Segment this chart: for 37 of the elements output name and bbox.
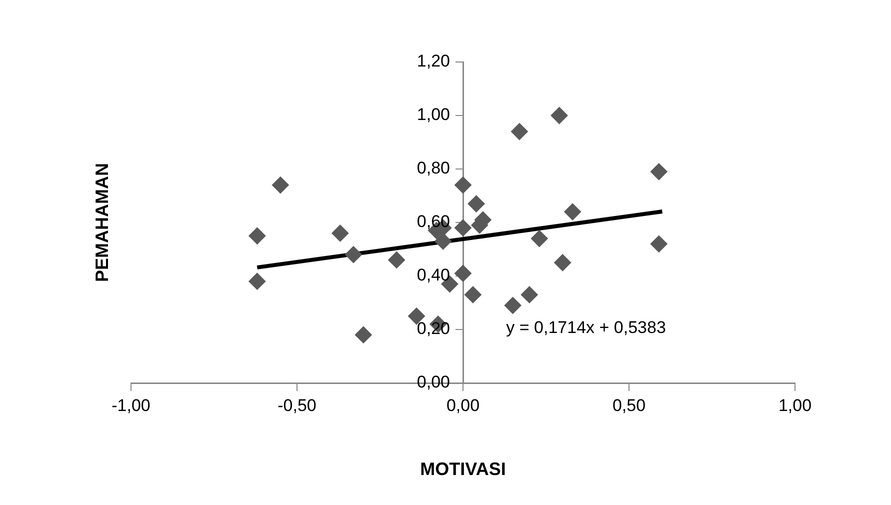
point	[388, 251, 406, 268]
y-tick-label: 1,00	[416, 105, 450, 124]
point	[650, 235, 668, 252]
x-tick-label: 0,00	[446, 396, 480, 415]
y-tick-label: 1,20	[416, 52, 450, 71]
point	[550, 107, 568, 124]
y-tick-label: 0,60	[416, 212, 450, 232]
point	[454, 264, 472, 282]
point	[332, 224, 349, 242]
y-tick-label: 0,80	[416, 158, 450, 178]
y-tick-label: 0,00	[416, 372, 450, 392]
point	[354, 326, 372, 344]
point	[344, 246, 362, 264]
point	[464, 286, 482, 304]
x-tick-label: 1,00	[778, 396, 812, 415]
x-tick-label: -1,00	[112, 396, 150, 415]
point	[272, 176, 289, 194]
y-tick-label: 0,20	[416, 319, 450, 338]
point	[520, 286, 538, 304]
point	[510, 123, 528, 140]
point	[564, 203, 582, 220]
point	[454, 219, 472, 236]
point	[530, 230, 548, 248]
x-tick-label: -0,50	[278, 396, 316, 415]
y-axis-title: PEMAHAMAN	[92, 163, 112, 282]
x-tick-label: 0,50	[612, 396, 646, 415]
point	[248, 272, 266, 290]
point	[504, 296, 522, 314]
point	[468, 195, 485, 212]
point	[554, 254, 572, 272]
y-tick-label: 0,40	[416, 266, 450, 285]
point	[434, 232, 452, 250]
annotation: y = 0,1714x + 0,5383	[506, 318, 666, 338]
point	[650, 163, 668, 180]
point	[454, 176, 472, 194]
point	[248, 227, 266, 244]
x-axis-title: MOTIVASI	[420, 458, 506, 479]
